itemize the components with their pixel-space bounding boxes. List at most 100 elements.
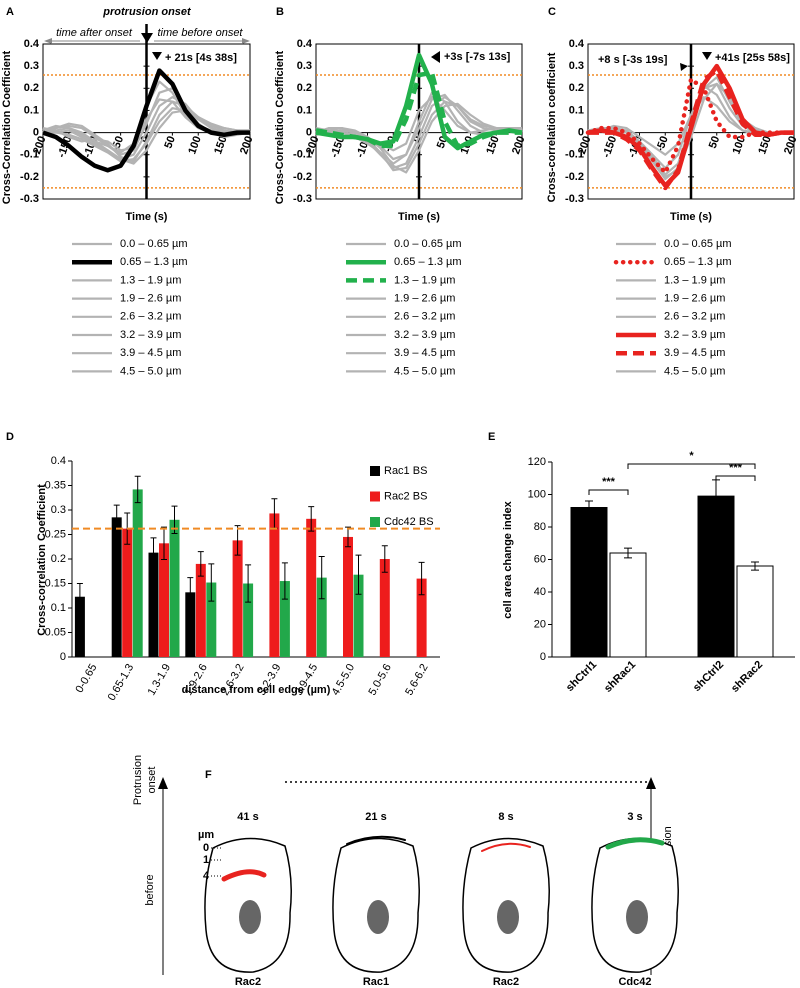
legend-label: 3.9 – 4.5 µm [120,347,181,359]
protein-label: Rac1 [363,976,389,988]
bar [379,559,390,657]
y-tick-label: 80 [534,521,546,533]
legend-label: 0.65 – 1.3 µm [120,256,188,268]
error-bar [161,526,167,560]
error-bar [245,564,252,603]
error-bar [150,537,157,568]
bar [316,577,327,657]
legend-label: 3.9 – 4.5 µm [394,347,455,359]
legend-label: 1.9 – 2.6 µm [664,293,725,305]
x-tick-label: 4.5-5.0 [330,662,358,698]
x-tick-label: 5.6-6.2 [403,662,431,698]
y-tick-label: 0.2 [51,553,66,565]
x-tick-label: 5.0-5.6 [366,662,394,698]
error-bar [197,551,204,577]
y-tick-label: 0.05 [45,626,66,638]
x-tick-label: 1.3-1.9 [146,662,174,698]
time-arrow-head [242,38,250,44]
protein-label: Rac2 [235,976,261,988]
bar [353,574,364,657]
y-tick-label: -0.3 [293,193,312,205]
localization-band [605,837,665,850]
y-tick-label: 0 [306,126,312,138]
series-line [315,102,522,174]
bar [697,495,735,658]
y-axis-title: Cross-correlation Coefficient [36,484,48,636]
series-line [315,70,522,149]
legend-label: 1.3 – 1.9 µm [120,274,181,286]
bar [736,565,774,658]
x-tick-label: shRac1 [602,659,638,695]
depth-unit: µm [198,829,214,841]
error-bar [187,577,194,608]
y-tick-label: 0.1 [569,104,584,116]
series-line [588,68,794,191]
protein-label: Cdc42 [618,976,651,988]
y-tick-label: 0.3 [569,60,584,72]
x-axis-title: Time (s) [126,211,168,223]
x-tick-label: -150 [600,134,619,159]
error-bar [281,562,288,600]
panel-letter: D [6,431,14,443]
bar [343,536,353,657]
legend-label: 2.6 – 3.2 µm [394,311,455,323]
y-tick-label: -0.2 [20,171,39,183]
time-label: time after onset [56,27,133,39]
y-tick-label: 0.3 [297,60,312,72]
legend-label: Cdc42 BS [384,516,434,528]
y-tick-label: -0.2 [565,171,584,183]
series-line [42,96,251,161]
nucleus [367,900,389,934]
y-tick-label: 0 [540,651,546,663]
bar [206,582,217,657]
legend-label: 3.2 – 3.9 µm [664,329,725,341]
legend-label: 1.9 – 2.6 µm [394,293,455,305]
series-line [42,68,250,173]
error-bar [318,556,325,600]
error-bar [76,583,83,611]
direction-axis-head [646,777,656,789]
y-axis-title: Cross-correlation coefficient [546,52,558,202]
time-label: time before onset [158,27,244,39]
x-axis-title: distance from cell edge (µm) [182,684,331,696]
bar [269,513,280,657]
y-tick-label: 0.4 [24,38,40,50]
time-label: 21 s [365,811,386,823]
bar [279,581,290,657]
legend-swatch [370,491,380,502]
y-tick-label: -0.1 [20,149,39,161]
series-line [42,107,251,163]
error-bar [134,475,141,504]
legend-label: 4.5 – 5.0 µm [120,365,181,377]
panel-letter: A [6,6,14,18]
legend-label: 1.3 – 1.9 µm [394,274,455,286]
bar [185,592,196,657]
x-axis-title: Time (s) [398,211,440,223]
bar [195,563,206,657]
time-label: 41 s [237,811,258,823]
annotation: +3s [-7s 13s] [444,51,511,63]
x-tick-label: 150 [484,134,502,155]
y-tick-label: -0.2 [293,171,312,183]
bar [122,528,133,657]
y-tick-label: 0.25 [45,528,66,540]
legend-label: Rac2 BS [384,490,427,502]
panel-letter: B [276,6,284,18]
error-bar [308,506,315,532]
annotation-arrow [680,63,688,71]
x-tick-label: 50 [162,134,177,150]
time-label: 8 s [498,811,513,823]
y-tick-label: 0 [578,126,584,138]
y-tick-label: 20 [534,618,546,630]
nucleus [626,900,648,934]
error-bar [208,563,215,602]
y-axis-title: Cross-Correlation Coefficient [1,50,13,204]
x-tick-label: 200 [238,134,256,155]
bar [159,543,169,657]
y-tick-label: 120 [528,456,546,468]
legend-label: 4.5 – 5.0 µm [394,365,455,377]
error-bar [418,561,425,596]
y-tick-label: 0.2 [24,82,39,94]
annotation-arrow [431,51,440,63]
